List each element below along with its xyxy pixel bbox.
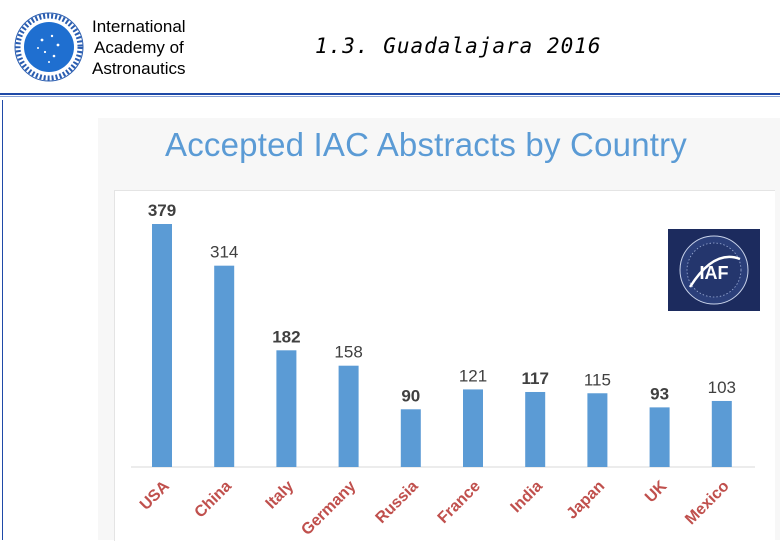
data-label-japan: 115	[584, 370, 611, 389]
data-label-france: 121	[459, 366, 487, 385]
x-tick-label-japan: Japan	[564, 478, 609, 523]
plot-area: 379 USA 314 China 182 Italy 158 Germany 90 Russia…	[114, 190, 775, 541]
x-tick-label-china: China	[192, 478, 236, 522]
data-label-italy: 182	[272, 327, 300, 346]
data-label-germany: 158	[334, 343, 362, 362]
slide-title: 1.3. Guadalajara 2016	[315, 34, 602, 58]
x-tick-label-usa: USA	[137, 477, 173, 513]
bar-india	[525, 391, 546, 467]
x-tick-label-mexico: Mexico	[682, 478, 733, 529]
data-label-uk: 93	[650, 384, 669, 403]
bar-italy	[276, 350, 297, 467]
data-label-mexico: 103	[708, 378, 736, 397]
x-tick-label-france: France	[435, 478, 484, 527]
org-line-2: Academy of	[94, 38, 184, 57]
x-tick-label-italy: Italy	[263, 478, 298, 513]
bar-mexico	[711, 400, 732, 467]
data-label-usa: 379	[148, 201, 176, 220]
organization-name: International Academy of Astronautics	[92, 16, 186, 79]
data-label-russia: 90	[401, 386, 420, 405]
org-line-1: International	[92, 17, 186, 36]
x-tick-label-india: India	[508, 478, 546, 516]
data-label-india: 117	[521, 369, 548, 388]
data-label-china: 314	[210, 243, 238, 262]
chart-title: Accepted IAC Abstracts by Country	[165, 126, 687, 163]
bar-japan	[587, 393, 608, 467]
x-tick-label-germany: Germany	[298, 478, 359, 539]
x-tick-label-russia: Russia	[373, 478, 422, 527]
slide-header: International Academy of Astronautics 1.…	[0, 0, 780, 97]
iaa-logo-icon	[14, 12, 84, 82]
left-rule	[2, 100, 3, 540]
bar-russia	[400, 409, 421, 467]
bar-usa	[152, 224, 172, 467]
bar-chart: 379 USA 314 China 182 Italy 158 Germany 90 Russia…	[131, 201, 755, 539]
header-rule-thin	[0, 96, 780, 97]
x-tick-label-uk: UK	[642, 477, 671, 506]
bar-uk	[649, 407, 670, 467]
bar-china	[214, 265, 235, 467]
bar-germany	[338, 365, 359, 467]
bar-france	[463, 389, 483, 467]
iaf-logo-icon: IAF	[668, 229, 760, 311]
iaf-logo-text: IAF	[700, 263, 729, 283]
org-line-3: Astronautics	[92, 59, 186, 78]
header-rule	[0, 93, 780, 95]
